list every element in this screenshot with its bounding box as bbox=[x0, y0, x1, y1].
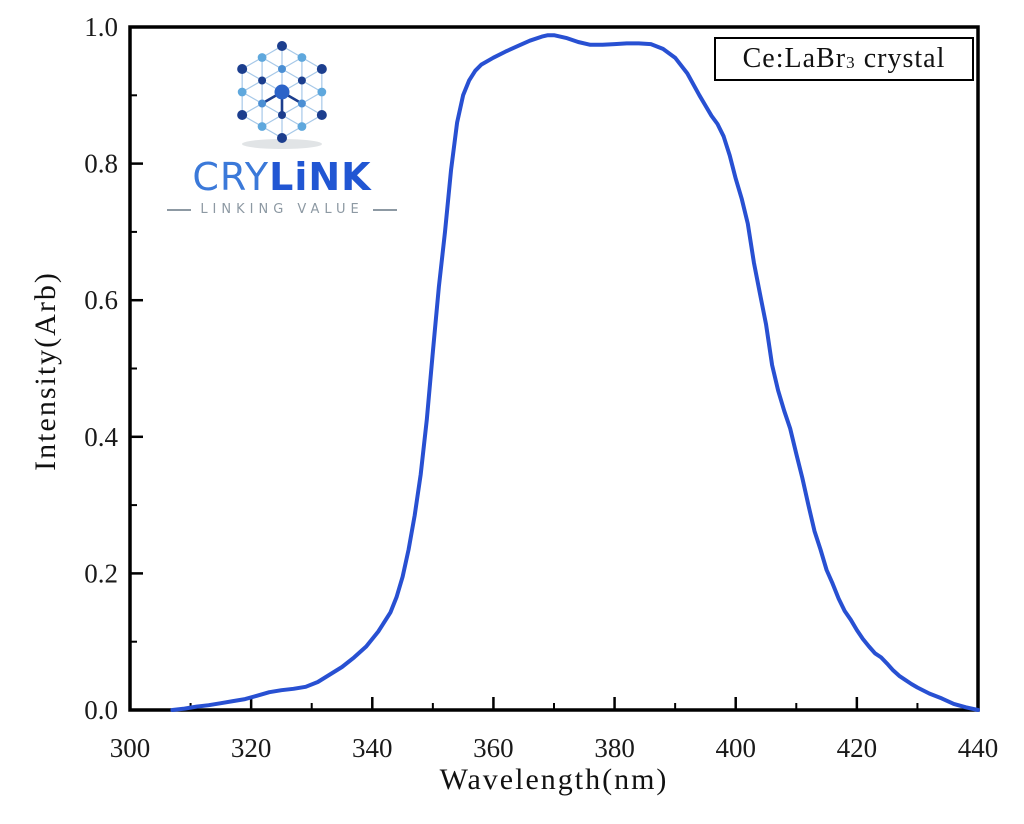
hex-mid-node bbox=[297, 122, 307, 131]
y-tick-label: 0.2 bbox=[84, 558, 118, 588]
y-tick-label: 1.0 bbox=[84, 12, 118, 42]
logo-text-cry: CRY bbox=[192, 155, 270, 199]
hex-corner-node bbox=[316, 64, 327, 74]
hex-corner-node bbox=[277, 41, 287, 51]
legend-label-prefix: Ce:LaBr bbox=[742, 43, 847, 74]
tagline-text: LINKING VALUE bbox=[200, 202, 364, 217]
y-tick-label: 0.4 bbox=[84, 422, 118, 452]
hex-center-node bbox=[274, 84, 290, 100]
hex-corner-node bbox=[237, 64, 248, 74]
x-tick-label: 400 bbox=[715, 733, 756, 763]
hex-mid-node bbox=[297, 53, 307, 62]
hex-mid-node bbox=[257, 53, 267, 62]
crylink-logo: CRYLiNK LINKING VALUE bbox=[160, 36, 404, 217]
tagline-dash-line bbox=[167, 208, 192, 211]
hex-inner-node bbox=[258, 76, 267, 85]
logo-wordmark: CRYLiNK bbox=[160, 158, 404, 196]
logo-tagline: LINKING VALUE bbox=[160, 202, 404, 217]
hex-corner-node bbox=[277, 133, 287, 143]
hex-corner-node bbox=[237, 110, 248, 120]
logo-text-link: LiNK bbox=[269, 155, 372, 199]
hex-inner-node bbox=[278, 65, 286, 73]
hex-mid-node bbox=[237, 87, 247, 97]
x-tick-label: 420 bbox=[837, 733, 878, 763]
hex-mid-node bbox=[257, 122, 267, 131]
x-tick-label: 380 bbox=[594, 733, 635, 763]
hex-inner-node bbox=[258, 99, 267, 108]
x-tick-label: 340 bbox=[352, 733, 393, 763]
tagline-dash-line bbox=[372, 208, 397, 211]
hex-network-icon bbox=[237, 41, 327, 149]
y-tick-label: 0.6 bbox=[84, 285, 118, 315]
legend-label-suffix: crystal bbox=[855, 43, 946, 74]
spectrum-curve bbox=[170, 33, 980, 712]
y-tick-label: 0.0 bbox=[84, 695, 118, 725]
hex-mid-node bbox=[317, 87, 327, 97]
y-tick-label: 0.8 bbox=[84, 149, 118, 179]
x-tick-label: 440 bbox=[958, 733, 999, 763]
hex-corner-node bbox=[316, 110, 327, 120]
x-tick-label: 360 bbox=[473, 733, 514, 763]
logo-shadow bbox=[242, 139, 322, 149]
y-axis-title: Intensity(Arb) bbox=[29, 271, 62, 471]
hex-inner-node bbox=[278, 111, 286, 119]
hex-inner-node bbox=[297, 99, 306, 108]
x-tick-label: 320 bbox=[231, 733, 272, 763]
hex-inner-node bbox=[297, 76, 306, 85]
legend-box: Ce:LaBr 3 crystal bbox=[714, 37, 974, 81]
x-tick-label: 300 bbox=[110, 733, 151, 763]
x-axis-title: Wavelength(nm) bbox=[439, 763, 669, 796]
